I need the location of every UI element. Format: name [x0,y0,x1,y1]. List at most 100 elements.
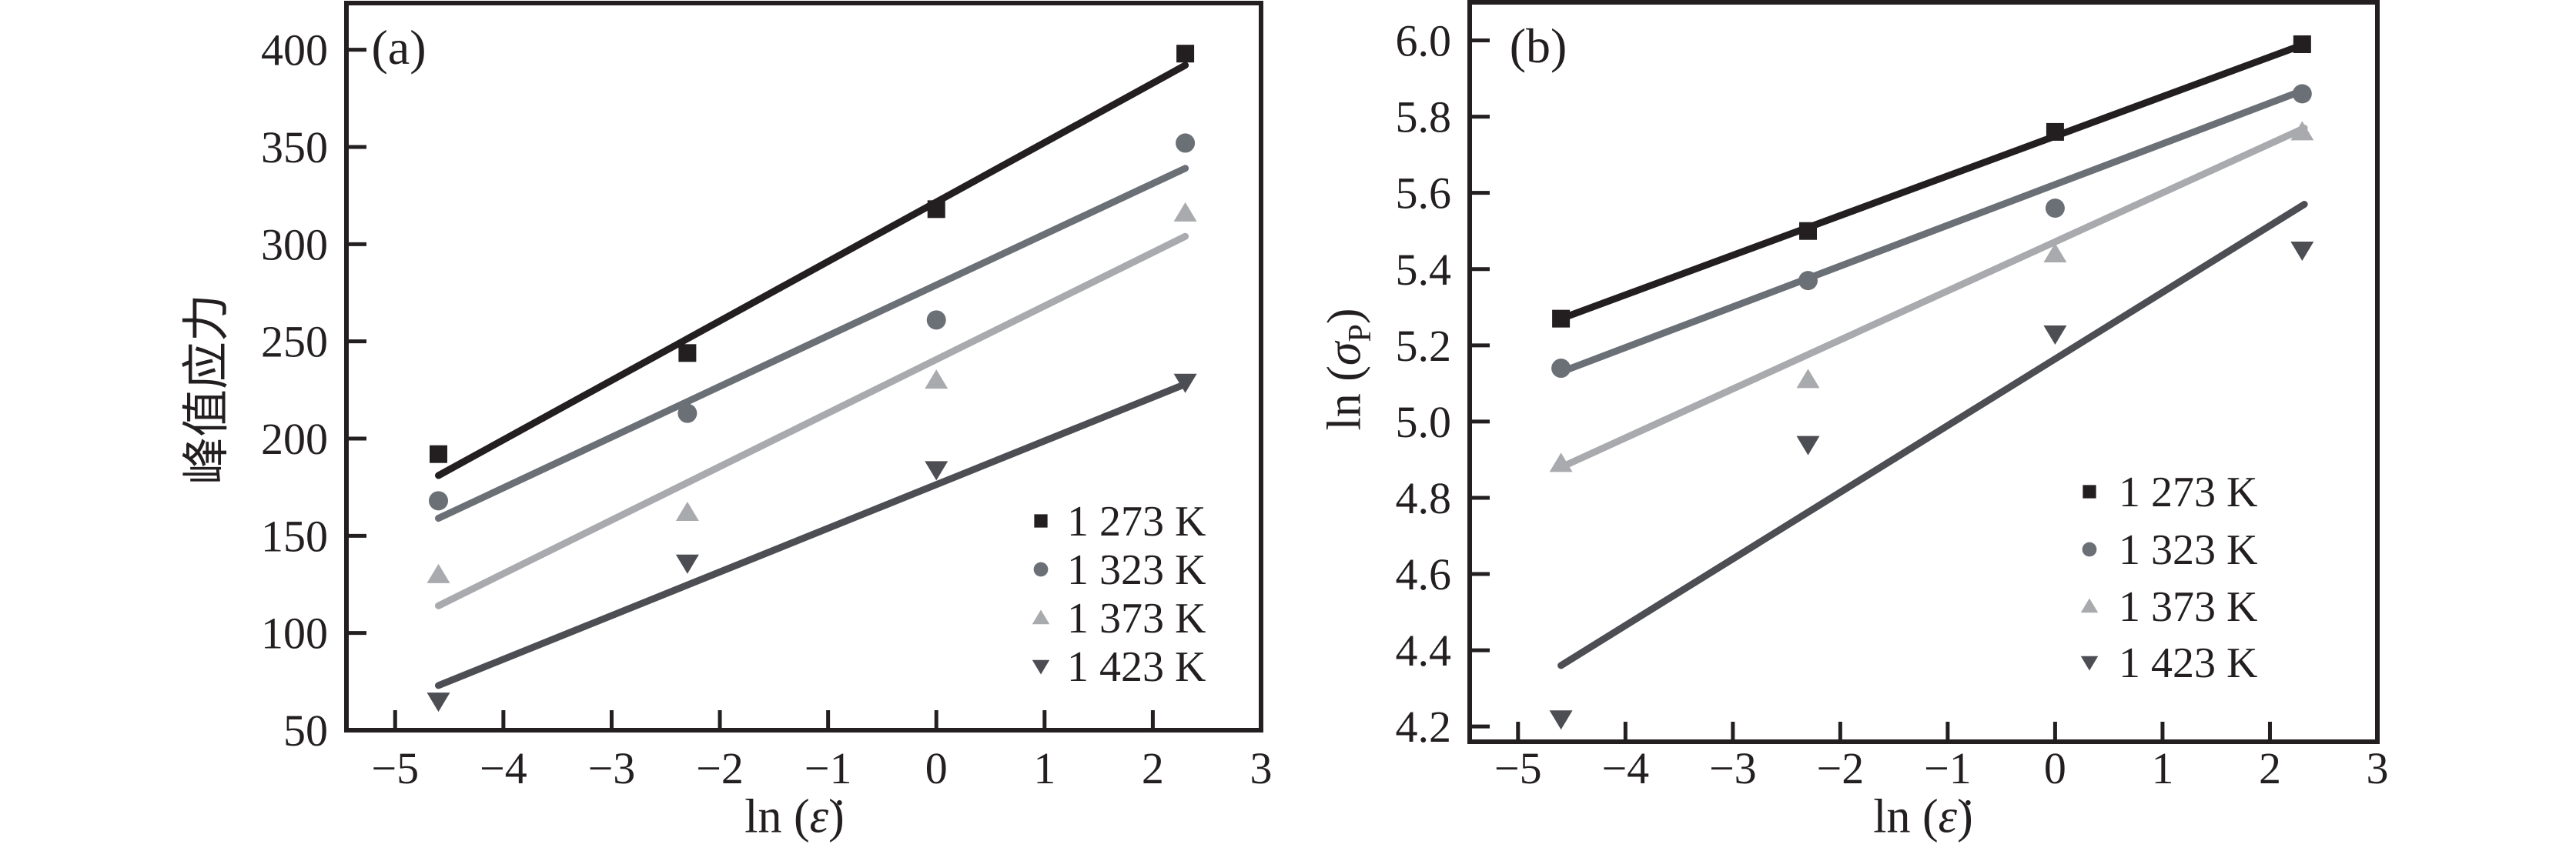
legend-marker-b-1273K [2083,485,2096,499]
fit-line-a-1273K [435,62,1189,479]
x-tick-label-b: −5 [1494,743,1542,793]
data-point-b-1373K [2043,242,2067,262]
y-tick-label-a: 350 [261,122,328,172]
plot-box-a [344,1,1263,733]
legend-marker-a-1323K [1033,562,1049,577]
x-tick-label-a: −5 [371,743,419,793]
y-tick-label-a: 250 [261,317,328,367]
data-point-a-1323K [926,310,946,330]
y-tick-label-b: 6.0 [1396,16,1452,66]
data-point-b-1323K [1798,271,1818,291]
y-tick-label-b: 5.2 [1396,321,1452,371]
data-point-a-1373K [925,369,948,389]
legend-marker-a-1273K [1034,514,1048,528]
data-point-b-1373K [1796,369,1820,389]
data-point-a-1423K [1173,373,1197,393]
x-tick-label-a: 0 [925,743,948,793]
data-point-b-1423K [1796,436,1820,456]
y-tick-label-b: 5.8 [1396,92,1452,142]
legend-label-a: 1 273 K [1067,498,1206,546]
data-point-a-1423K [427,692,450,713]
legend-marker-b-1323K [2082,542,2097,557]
y-tick-label-a: 150 [261,511,328,561]
fit-line-a-1323K [435,165,1189,522]
x-tick-label-b: 3 [2367,743,2389,793]
data-point-a-1273K [927,200,945,219]
x-tick-label-a: 2 [1142,743,1164,793]
data-point-b-1373K [1549,452,1573,472]
xlabel-b-prefix: ln ( [1873,790,1939,843]
x-tick-label-b: 0 [2044,743,2066,793]
legend-marker-b-1373K [2080,598,2099,613]
y-tick-label-b: 4.6 [1396,549,1452,599]
fit-line-b-1323K [1557,86,2308,375]
xlabel-a-suffix: ) [828,790,845,843]
ylabel-b-variable: σ [1318,342,1371,366]
fit-line-b-1273K [1557,40,2308,322]
x-tick-label-a: −2 [696,743,744,793]
panel-b: −5 −4 −3 −2 −1 0 1 2 3 4.2 4.4 4.6 4.8 5.0 5.2 5.4 5.6 5.… [1396,0,2389,793]
legend-label-b: 1 273 K [2119,469,2257,516]
data-point-a-1323K [677,403,698,423]
xlabel-a-variable: ε̇ [809,790,829,843]
xlabel-b-variable: ε̇ [1938,790,1958,843]
data-point-a-1323K [429,491,449,511]
panel-b-ylabel: ln (σP) [1318,308,1378,431]
panel-a-ylabel: 峰值应力 [181,293,233,486]
panel-b-label: (b) [1509,18,1567,73]
data-point-b-1423K [2290,241,2314,261]
plot-box-b [1467,0,2380,744]
ylabel-b-suffix: ) [1318,308,1371,325]
legend-label-a: 1 323 K [1067,546,1206,594]
y-tick-label-a: 400 [261,25,328,75]
ylabel-b-prefix: ln ( [1318,365,1371,431]
data-point-b-1323K [2292,84,2312,104]
legend-label-b: 1 323 K [2119,526,2257,574]
legend-marker-b-1423K [2080,656,2099,671]
legend-marker-a-1373K [1032,609,1050,625]
data-point-b-1323K [2045,198,2065,218]
y-tick-label-a: 100 [261,609,328,659]
data-point-a-1323K [1176,133,1196,153]
y-tick-label-b: 4.8 [1396,473,1452,523]
data-point-a-1373K [1173,202,1197,222]
x-tick-label-b: −3 [1709,743,1757,793]
legend-label-b: 1 373 K [2119,583,2257,631]
data-point-a-1423K [675,554,699,574]
x-tick-label-b: −1 [1924,743,1972,793]
data-point-a-1273K [1176,45,1195,63]
data-point-b-1323K [1551,359,1571,379]
x-tick-label-b: 1 [2151,743,2173,793]
xlabel-a-prefix: ln ( [744,790,810,843]
y-tick-label-b: 5.0 [1396,397,1452,447]
data-point-b-1273K [1552,309,1571,328]
data-point-b-1423K [2043,325,2067,345]
fit-line-b-1423K [1557,201,2308,669]
xlabel-b-suffix: ) [1957,790,1973,843]
legend-label-a: 1 373 K [1067,595,1206,642]
y-tick-label-a: 300 [261,219,328,269]
data-point-b-1373K [2290,121,2314,141]
data-point-b-1273K [1799,222,1818,240]
data-point-b-1423K [1549,710,1573,730]
fit-line-b-1373K [1557,124,2308,471]
ylabel-b-subscript: P [1341,324,1378,342]
data-point-a-1273K [430,445,448,463]
panel-a-label: (a) [371,20,427,75]
data-point-a-1373K [427,563,450,583]
fit-line-a-1373K [435,232,1189,609]
y-tick-label-b: 4.2 [1396,702,1452,752]
x-tick-label-b: −2 [1817,743,1865,793]
y-tick-label-a: 200 [261,414,328,464]
panel-b-xlabel: ln (ε̇) [1873,790,1972,845]
x-tick-label-a: 1 [1033,743,1055,793]
y-tick-label-a: 50 [283,706,328,756]
y-tick-label-b: 5.4 [1396,245,1452,295]
y-tick-label-b: 5.6 [1396,169,1452,219]
x-tick-label-b: −4 [1601,743,1649,793]
y-tick-label-b: 4.4 [1396,626,1452,676]
data-point-a-1373K [675,502,699,522]
data-point-a-1273K [678,344,697,362]
